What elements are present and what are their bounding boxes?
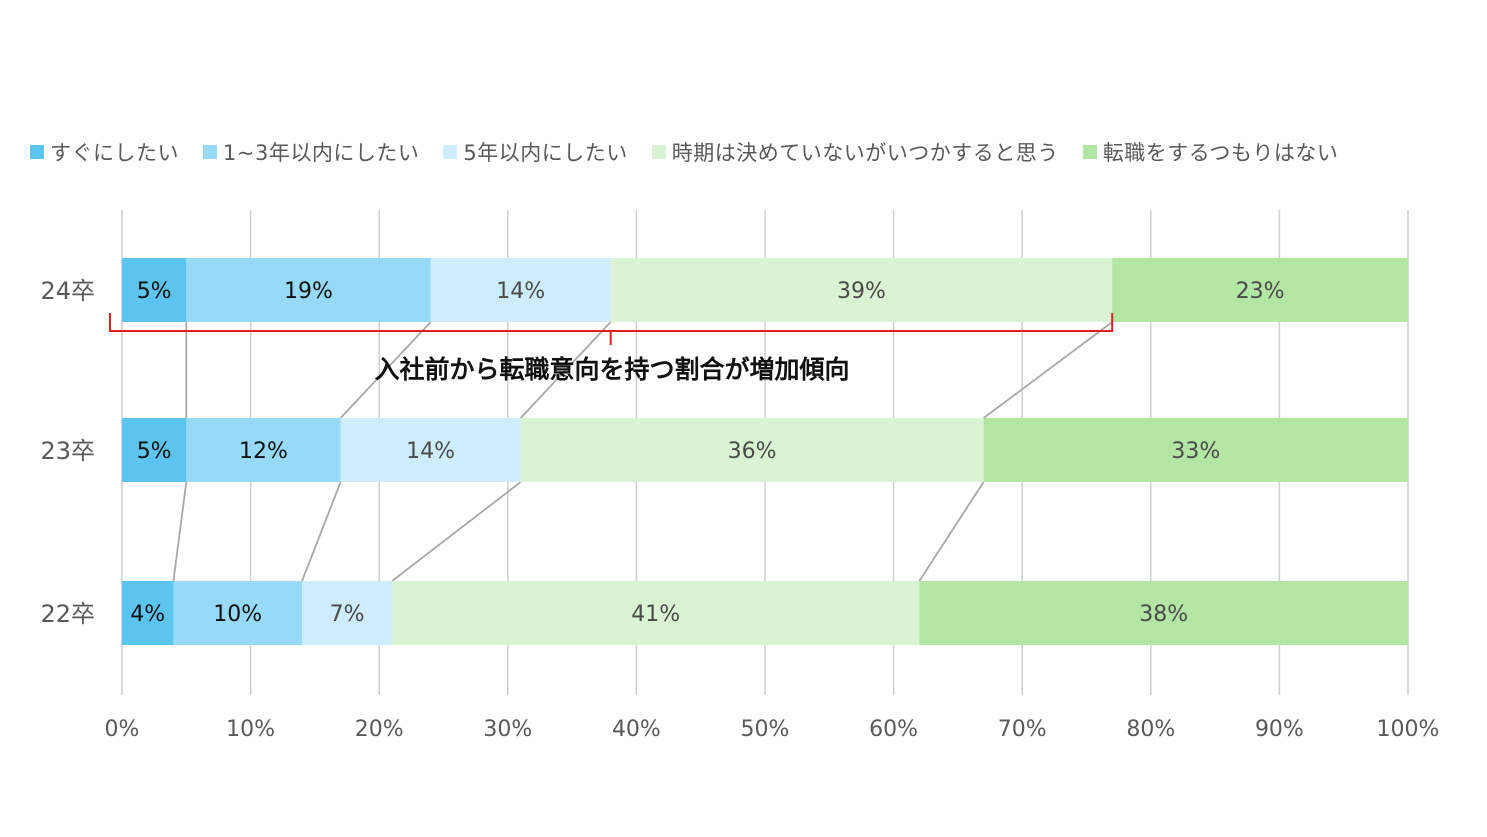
legend-item: 5年以内にしたい — [443, 137, 627, 167]
legend-item: 1~3年以内にしたい — [203, 137, 419, 167]
annotation-bracket — [109, 313, 1114, 345]
data-label: 14% — [406, 439, 455, 464]
category-label: 24卒 — [40, 277, 95, 305]
x-tick-label: 10% — [226, 717, 275, 742]
legend-label: 時期は決めていないがいつかすると思う — [671, 141, 1059, 165]
x-tick-label: 80% — [1126, 717, 1175, 742]
connector-line — [391, 481, 522, 582]
x-tick-label: 20% — [355, 717, 404, 742]
x-tick-label: 90% — [1255, 717, 1304, 742]
legend-label: 転職をするつもりはない — [1102, 141, 1339, 165]
data-label: 12% — [239, 439, 288, 464]
data-label: 5% — [137, 279, 172, 304]
legend: すぐにしたい 1~3年以内にしたい 5年以内にしたい 時期は決めていないがいつかすると… — [30, 136, 1362, 168]
legend-label: 5年以内にしたい — [463, 141, 628, 165]
data-label: 41% — [631, 602, 680, 627]
connector-line — [520, 321, 612, 419]
x-tick-label: 50% — [741, 717, 790, 742]
bar-segment — [610, 258, 1113, 322]
annotation-text: 入社前から転職意向を持つ割合が増加傾向 — [374, 355, 849, 384]
data-label: 33% — [1171, 439, 1220, 464]
legend-label: すぐにしたい — [50, 141, 179, 165]
connector-line — [172, 481, 188, 582]
connector-line — [339, 321, 432, 419]
bar-segment — [983, 418, 1408, 482]
bar-segment — [919, 581, 1408, 645]
x-tick-label: 100% — [1377, 717, 1440, 742]
data-label: 23% — [1236, 279, 1285, 304]
data-label: 7% — [330, 602, 365, 627]
legend-swatch — [30, 145, 44, 159]
data-label: 14% — [496, 279, 545, 304]
bar-segment — [520, 418, 984, 482]
x-tick-label: 0% — [105, 717, 140, 742]
legend-item: 転職をするつもりはない — [1082, 137, 1339, 167]
x-tick-label: 60% — [869, 717, 918, 742]
bar-segment — [302, 581, 393, 645]
connector-line — [301, 481, 342, 582]
connector-line — [918, 481, 985, 582]
category-label: 22卒 — [40, 600, 95, 628]
legend-label: 1~3年以内にしたい — [223, 141, 420, 165]
data-label: 5% — [137, 439, 172, 464]
bar-segment — [1112, 258, 1408, 322]
data-label: 36% — [728, 439, 777, 464]
x-tick-label: 30% — [483, 717, 532, 742]
bar-segment — [122, 258, 187, 322]
bar-segment — [186, 418, 341, 482]
data-label: 4% — [130, 602, 165, 627]
legend-item: すぐにしたい — [30, 137, 179, 167]
data-label: 38% — [1139, 602, 1188, 627]
data-label: 10% — [213, 602, 262, 627]
bar-segment — [122, 581, 174, 645]
data-label: 19% — [284, 279, 333, 304]
legend-item: 時期は決めていないがいつかすると思う — [651, 137, 1059, 167]
legend-swatch — [443, 145, 458, 159]
legend-swatch — [651, 145, 666, 159]
bar-segment — [430, 258, 611, 322]
bar-segment — [186, 258, 431, 322]
legend-swatch — [1082, 145, 1097, 159]
bar-segment — [392, 581, 920, 645]
bar-segment — [122, 418, 187, 482]
legend-swatch — [203, 145, 217, 159]
bar-segment — [173, 581, 303, 645]
x-tick-label: 40% — [612, 717, 661, 742]
connector-line — [983, 321, 1113, 419]
category-label: 23卒 — [40, 437, 95, 465]
x-tick-label: 70% — [998, 717, 1047, 742]
bar-segment — [340, 418, 521, 482]
data-label: 39% — [837, 279, 886, 304]
